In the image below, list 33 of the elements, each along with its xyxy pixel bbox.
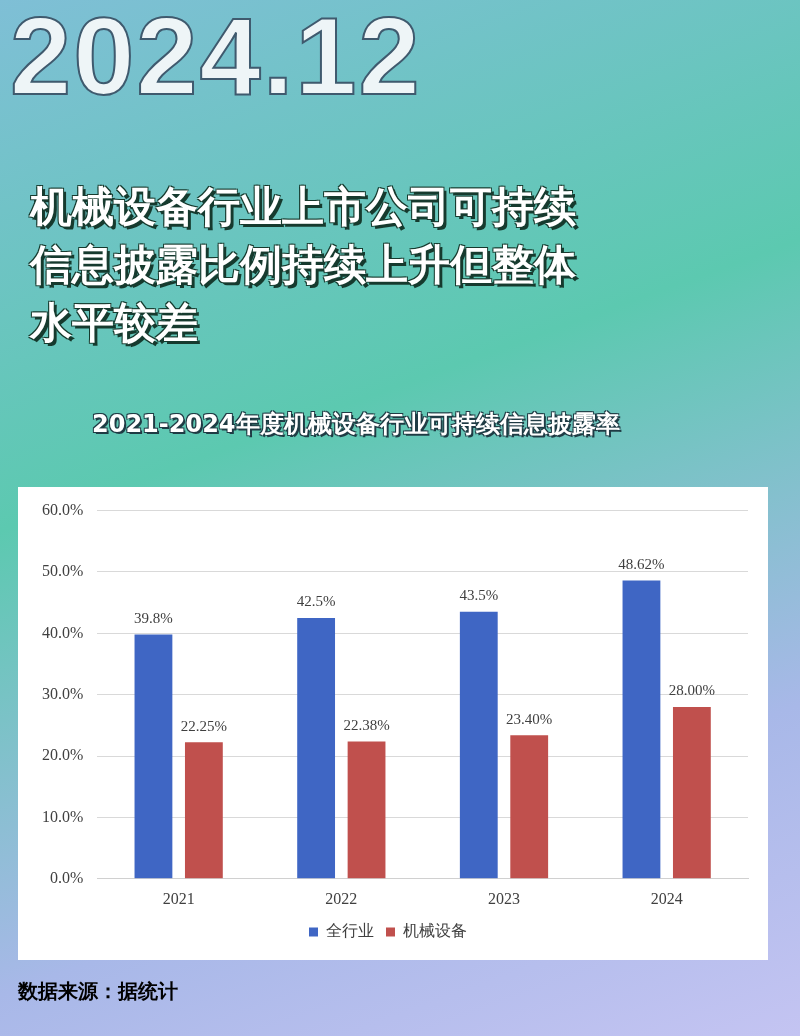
data-label: 39.8%	[134, 610, 173, 626]
bar	[347, 741, 386, 879]
bar	[510, 735, 549, 879]
bar	[297, 617, 336, 879]
y-tick-label: 10.0%	[42, 807, 84, 825]
data-label: 28.00%	[668, 682, 715, 699]
y-tick-label: 0.0%	[50, 869, 84, 886]
data-label: 22.25%	[180, 717, 227, 734]
y-tick-label: 30.0%	[42, 684, 84, 702]
y-tick-label: 40.0%	[42, 623, 84, 641]
x-tick-label: 2023	[488, 889, 520, 907]
chart-title: 机械设备行业上市公司可持续信息披露比例持续上升但整体水平较差	[30, 181, 577, 349]
x-tick-label: 2021	[162, 889, 195, 907]
bar	[672, 706, 711, 879]
bar	[622, 580, 661, 879]
x-tick-label: 2022	[325, 889, 358, 907]
legend-label: 全行业	[326, 922, 374, 940]
source-note: 数据来源：据统计	[18, 978, 178, 1005]
text: 2024.12	[10, 0, 422, 119]
y-tick-label: 50.0%	[42, 562, 84, 580]
y-tick-label: 20.0%	[42, 746, 84, 764]
bar	[134, 634, 173, 879]
data-label: 43.5%	[459, 587, 499, 604]
y-tick-label: 60.0%	[42, 500, 84, 518]
data-label: 23.40%	[506, 710, 553, 727]
chart-subtitle: 2021-2024年度机械设备行业可持续信息披露率	[92, 409, 620, 440]
bar	[459, 611, 498, 879]
data-label: 42.5%	[296, 593, 336, 610]
x-tick-label: 2024	[650, 889, 683, 907]
bar	[184, 742, 223, 879]
data-label: 48.62%	[618, 555, 665, 572]
legend-label: 机械设备	[403, 922, 467, 940]
data-label: 22.38%	[343, 716, 390, 733]
